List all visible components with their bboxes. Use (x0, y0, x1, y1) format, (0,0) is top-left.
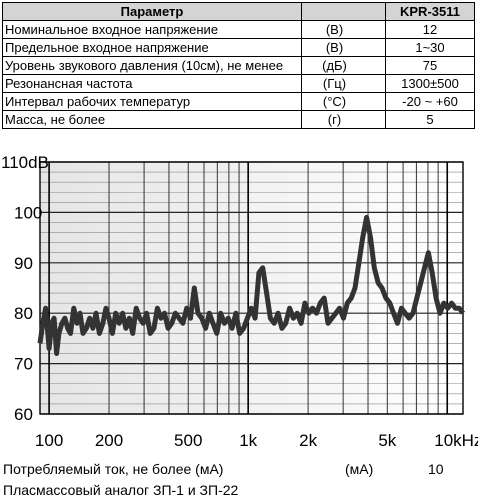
table-row: Резонансная частота (Гц) 1300±500 (2, 74, 475, 93)
cell-param: Предельное входное напряжение (2, 38, 302, 57)
table-row: Номинальное входное напряжение (В) 12 (2, 20, 475, 39)
x-tick-label: 10kHz (434, 431, 478, 450)
x-axis-labels: 100 200 500 1k 2k 5k 10kHz (35, 431, 478, 450)
x-tick-label: 100 (35, 431, 63, 450)
chart-bg-band (339, 162, 359, 414)
current-consumption-line: Потребляемый ток, не более (мА) (мА) 10 (3, 461, 444, 477)
y-tick-label: 90 (14, 254, 33, 273)
chart-bg-band (110, 162, 130, 414)
cell-unit: (Гц) (301, 74, 386, 93)
chart-grid (39, 161, 464, 415)
header-param: Параметр (2, 2, 302, 21)
chart-bg-band (357, 162, 376, 414)
chart-bg-band (92, 162, 112, 414)
spec-table: Параметр KPR-3511 Номинальное входное на… (2, 2, 475, 129)
frequency-response-chart: 110dB 100 90 80 70 60 100 200 500 1k 2k 5k 10kHz (1, 155, 478, 450)
header-model: KPR-3511 (385, 2, 475, 21)
cell-value: -20 ~ +60 (385, 92, 475, 111)
cell-unit: (В) (301, 20, 386, 39)
cell-param: Уровень звукового давления (10см), не ме… (2, 56, 302, 75)
cell-value: 12 (385, 20, 475, 39)
header-unit (301, 2, 386, 21)
y-tick-label: 80 (14, 304, 33, 323)
chart-bg-band (286, 162, 306, 414)
x-tick-label: 1k (239, 431, 257, 450)
table-row: Предельное входное напряжение (В) 1~30 (2, 38, 475, 57)
cell-unit: (дБ) (301, 56, 386, 75)
chart-border (39, 161, 464, 415)
current-consumption-unit: (мА) (345, 461, 374, 477)
chart-bg-band (181, 162, 200, 414)
chart-bg-band (75, 162, 94, 414)
chart-bg-band (233, 162, 253, 414)
cell-value: 5 (385, 110, 475, 129)
chart-bg-band (445, 162, 464, 414)
current-consumption-label: Потребляемый ток, не более (мА) (3, 461, 224, 477)
series-line (37, 214, 466, 356)
x-tick-label: 500 (174, 431, 202, 450)
chart-bg-band (216, 162, 235, 414)
chart-bg-band (269, 162, 288, 414)
y-axis-labels: 110dB 100 90 80 70 60 (1, 155, 49, 424)
cell-unit: (°C) (301, 92, 386, 111)
table-header-row: Параметр KPR-3511 (2, 2, 475, 21)
chart-bg-band (392, 162, 412, 414)
table-row: Масса, не более (г) 5 (2, 110, 475, 129)
x-tick-label: 200 (95, 431, 123, 450)
chart-bg-band (163, 162, 182, 414)
y-tick-label: 70 (14, 355, 33, 374)
cell-param: Номинальное входное напряжение (2, 20, 302, 39)
x-tick-label: 2k (299, 431, 317, 450)
chart-bg-band (304, 162, 323, 414)
y-tick-label: 110dB (1, 155, 49, 172)
table-row: Уровень звукового давления (10см), не ме… (2, 56, 475, 75)
cell-unit: (г) (301, 110, 386, 129)
table-row: Интервал рабочих температур (°C) -20 ~ +60 (2, 92, 475, 111)
analog-note: Пласмассовый аналог ЗП-1 и ЗП-22 (3, 482, 239, 498)
chart-bg-band (251, 162, 271, 414)
chart-bg-band (145, 162, 165, 414)
chart-bg-band (128, 162, 147, 414)
current-consumption-value: 10 (428, 461, 444, 477)
y-tick-label: 60 (14, 405, 33, 424)
chart-bg-band (198, 162, 218, 414)
cell-param: Масса, не более (2, 110, 302, 129)
cell-unit: (В) (301, 38, 386, 57)
chart-bg-band (322, 162, 341, 414)
cell-param: Резонансная частота (2, 74, 302, 93)
chart-bg-band (57, 162, 77, 414)
cell-value: 1300±500 (385, 74, 475, 93)
cell-value: 1~30 (385, 38, 475, 57)
y-tick-label: 100 (14, 203, 42, 222)
cell-value: 75 (385, 56, 475, 75)
x-tick-label: 5k (378, 431, 396, 450)
cell-param: Интервал рабочих температур (2, 92, 302, 111)
